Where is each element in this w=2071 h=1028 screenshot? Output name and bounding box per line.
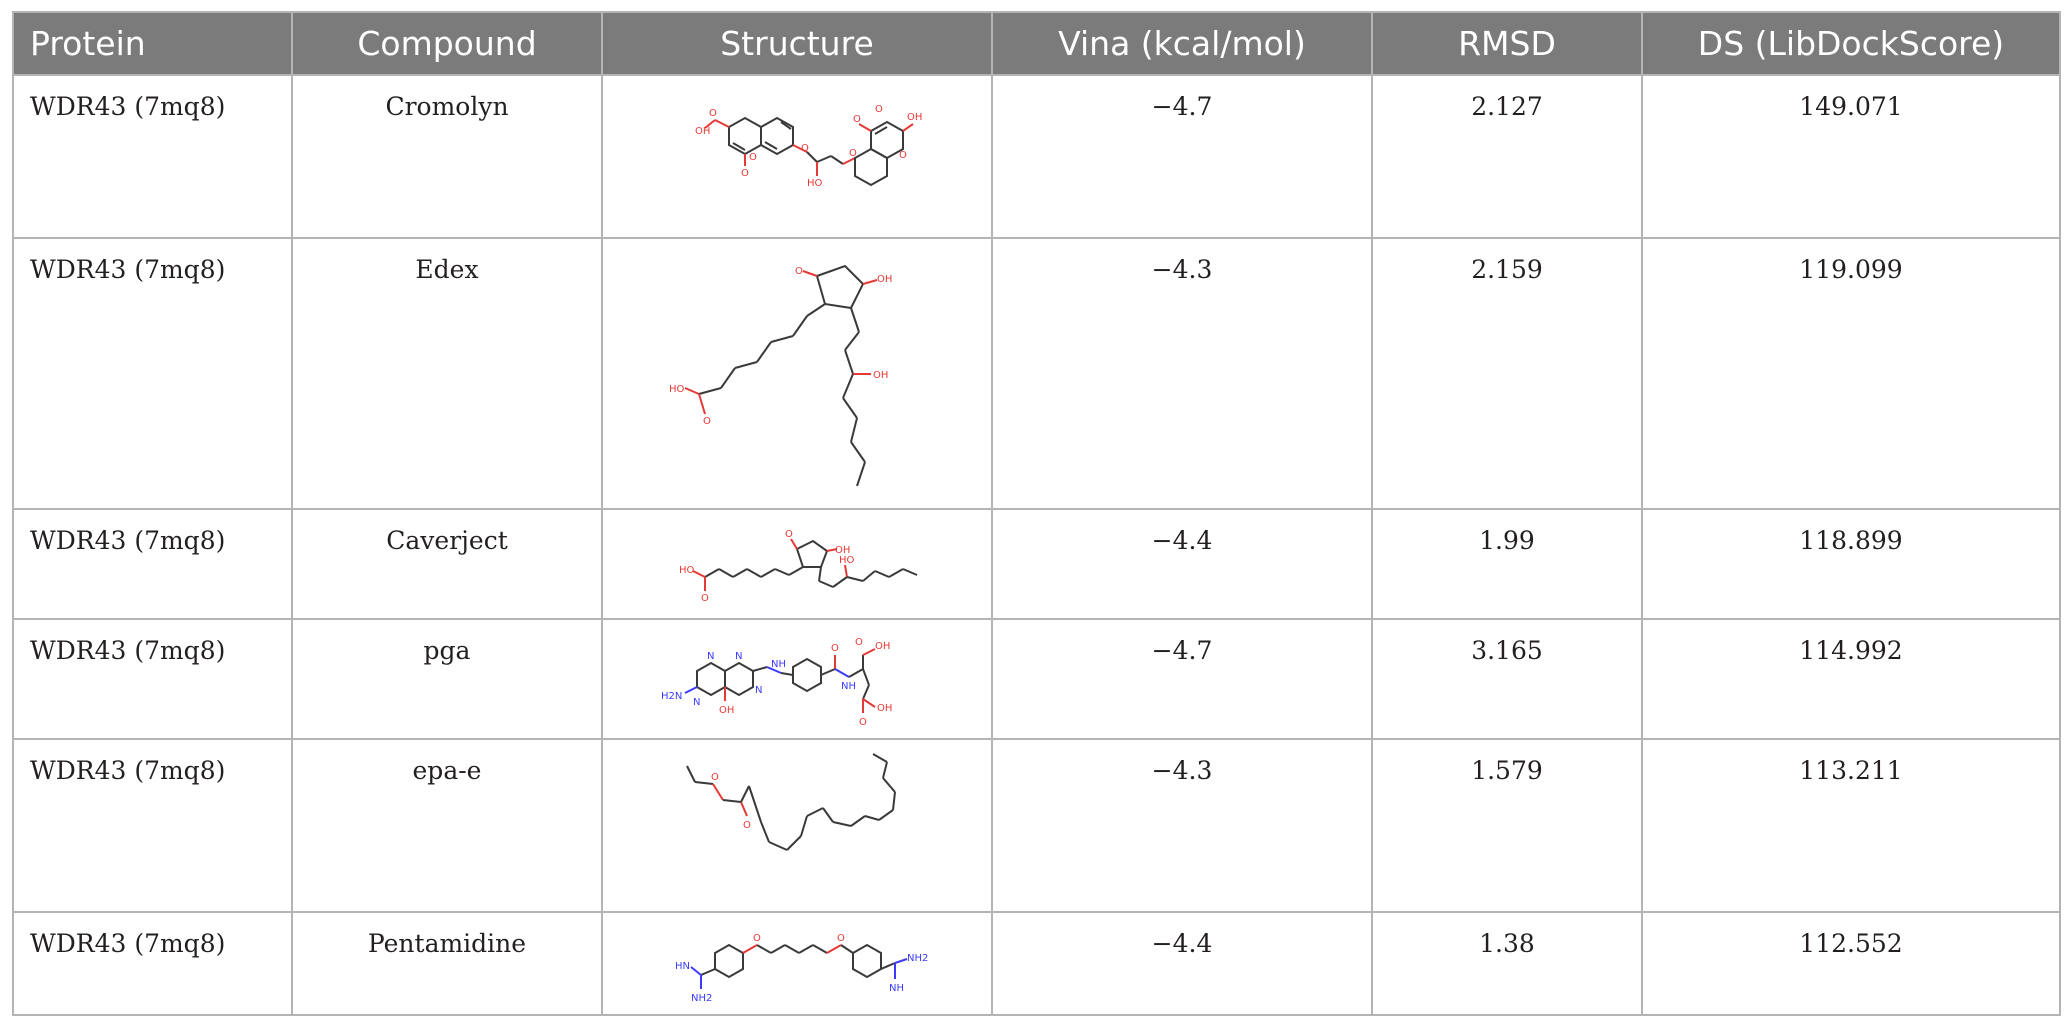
header-protein: Protein [12,11,293,76]
cell-structure: HN NH2 O O NH2 NH [601,911,993,1016]
cell-structure: O O [601,738,993,913]
svg-text:OH: OH [719,705,734,716]
svg-text:O: O [837,933,845,944]
svg-text:OH: OH [695,126,710,137]
cell-rmsd: 3.165 [1371,618,1643,740]
svg-text:N: N [707,651,714,662]
header-vina: Vina (kcal/mol) [991,11,1373,76]
cell-vina: −4.7 [991,74,1373,239]
table-row: WDR43 (7mq8) Pentamidine [12,911,2061,1016]
svg-text:O: O [795,266,803,277]
svg-text:NH2: NH2 [691,993,712,1004]
svg-text:O: O [703,416,711,427]
svg-text:NH: NH [841,681,856,692]
svg-text:O: O [785,529,793,540]
cell-structure: N N H2N N N OH NH O NH OH O OH O [601,618,993,740]
cell-protein: WDR43 (7mq8) [12,74,293,239]
svg-text:OH: OH [877,274,892,285]
pentamidine-structure-image: HN NH2 O O NH2 NH [675,933,928,1004]
cell-ds: 114.992 [1641,618,2061,740]
svg-text:OH: OH [907,112,922,123]
svg-text:O: O [855,637,863,648]
table-row: WDR43 (7mq8) pga [12,618,2061,740]
pga-structure-image: N N H2N N N OH NH O NH OH O OH O [661,637,892,728]
cell-protein: WDR43 (7mq8) [12,618,293,740]
cell-compound: epa-e [291,738,603,913]
cell-compound: Pentamidine [291,911,603,1016]
svg-text:O: O [859,717,867,728]
table-row: WDR43 (7mq8) Cromolyn [12,74,2061,239]
svg-text:OH: OH [835,545,850,556]
svg-text:O: O [743,820,751,831]
edex-structure-image: O OH HO O OH [669,264,892,487]
svg-text:O: O [709,108,717,119]
cell-vina: −4.3 [991,237,1373,510]
svg-text:NH: NH [889,983,904,994]
svg-text:O: O [741,168,749,179]
svg-text:N: N [755,685,762,696]
cell-rmsd: 1.38 [1371,911,1643,1016]
svg-text:O: O [711,772,719,783]
svg-text:O: O [831,643,839,654]
table-row: WDR43 (7mq8) Caverject [12,508,2061,620]
cell-rmsd: 2.127 [1371,74,1643,239]
svg-text:HO: HO [679,565,695,576]
cell-rmsd: 1.579 [1371,738,1643,913]
cromolyn-structure-image: OH O O O O HO O OH O O O [695,104,922,189]
svg-text:HN: HN [675,961,690,972]
header-ds: DS (LibDockScore) [1641,11,2061,76]
svg-text:OH: OH [873,370,888,381]
cell-vina: −4.4 [991,508,1373,620]
svg-text:NH2: NH2 [907,953,928,964]
svg-text:O: O [899,150,907,161]
svg-text:O: O [701,593,709,604]
cell-ds: 118.899 [1641,508,2061,620]
svg-text:O: O [853,114,861,125]
cell-structure: O OH HO O OH [601,237,993,510]
cell-compound: pga [291,618,603,740]
caverject-structure-image: O OH HO O HO [679,529,918,604]
cell-rmsd: 2.159 [1371,237,1643,510]
cell-structure: O OH HO O HO [601,508,993,620]
svg-text:HO: HO [839,555,855,566]
svg-text:OH: OH [875,641,890,652]
svg-text:NH: NH [771,659,786,670]
svg-text:N: N [735,651,742,662]
svg-text:H2N: H2N [661,691,682,702]
cell-compound: Caverject [291,508,603,620]
svg-text:O: O [753,933,761,944]
svg-text:HO: HO [807,178,823,189]
cell-protein: WDR43 (7mq8) [12,738,293,913]
svg-text:O: O [849,148,857,159]
cell-protein: WDR43 (7mq8) [12,508,293,620]
cell-ds: 112.552 [1641,911,2061,1016]
cell-vina: −4.7 [991,618,1373,740]
cell-protein: WDR43 (7mq8) [12,237,293,510]
svg-text:O: O [801,143,809,154]
cell-vina: −4.3 [991,738,1373,913]
cell-ds: 149.071 [1641,74,2061,239]
svg-text:OH: OH [877,703,892,714]
header-structure: Structure [601,11,993,76]
header-rmsd: RMSD [1371,11,1643,76]
cell-protein: WDR43 (7mq8) [12,911,293,1016]
header-compound: Compound [291,11,603,76]
svg-text:O: O [749,152,757,163]
epa-e-structure-image: O O [686,752,896,851]
table-row: WDR43 (7mq8) epa-e [12,738,2061,913]
svg-text:HO: HO [669,384,685,395]
svg-text:O: O [875,104,883,115]
cell-ds: 119.099 [1641,237,2061,510]
cell-compound: Edex [291,237,603,510]
cell-ds: 113.211 [1641,738,2061,913]
svg-text:N: N [693,697,700,708]
cell-rmsd: 1.99 [1371,508,1643,620]
docking-results-table: Protein Compound Structure Vina (kcal/mo… [12,11,2061,1016]
header-row: Protein Compound Structure Vina (kcal/mo… [12,11,2061,76]
cell-vina: −4.4 [991,911,1373,1016]
table-row: WDR43 (7mq8) Edex [12,237,2061,510]
cell-compound: Cromolyn [291,74,603,239]
cell-structure: OH O O O O HO O OH O O O [601,74,993,239]
